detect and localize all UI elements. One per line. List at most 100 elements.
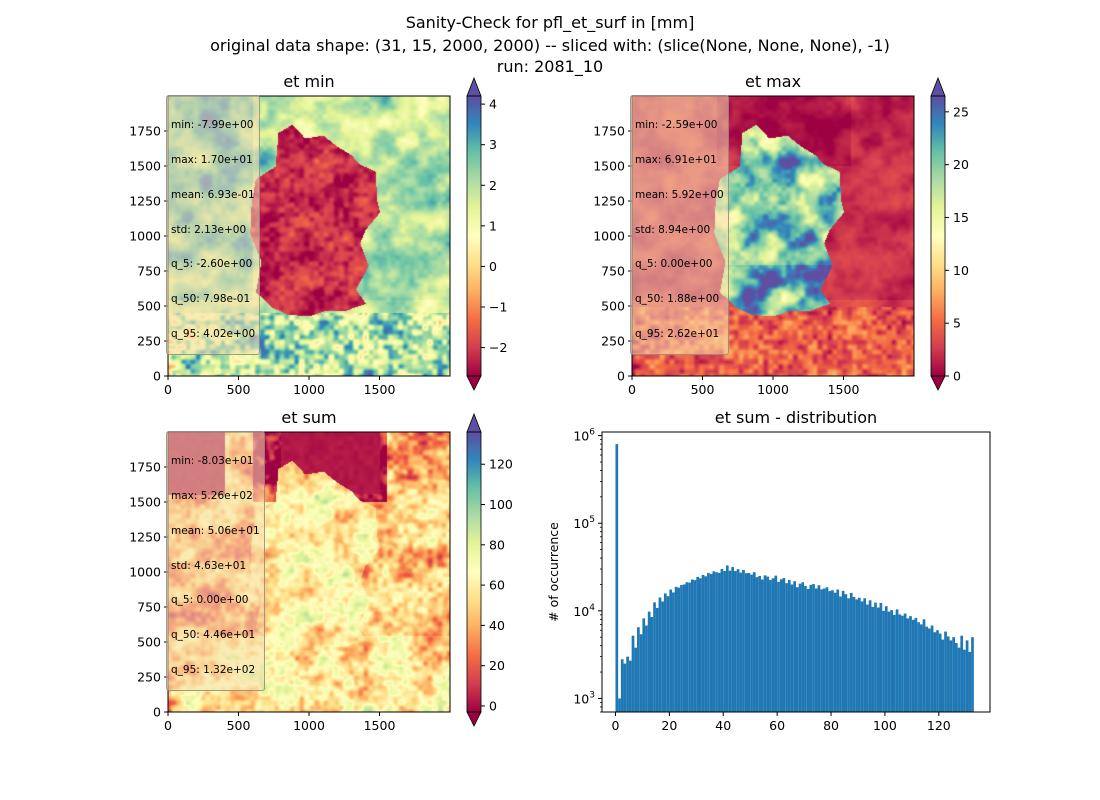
colorbar-tick-label: 2 [489, 178, 497, 193]
histogram-bar [680, 585, 683, 712]
stat-mean: mean: 5.92e+00 [635, 188, 724, 201]
histogram-bar [642, 618, 646, 712]
histogram-bar [944, 631, 947, 712]
colorbar-frame [466, 431, 482, 713]
histogram-bar [747, 573, 751, 712]
x-tick-label: 0 [628, 382, 636, 397]
histogram-bar [790, 584, 794, 712]
histogram-bar [750, 574, 753, 712]
histogram-bar [930, 625, 934, 712]
x-tick-label: 0 [164, 718, 172, 733]
figure-title-line-2: original data shape: (31, 15, 2000, 2000… [210, 36, 890, 55]
y-tick-label: 0 [617, 369, 625, 384]
histogram-bar [957, 647, 961, 712]
histogram-bar [704, 576, 708, 712]
y-tick-label: 1750 [129, 460, 161, 475]
colorbar-frame [466, 95, 482, 377]
histogram-bar [787, 579, 791, 712]
y-tick-label: 1000 [593, 229, 625, 244]
y-tick-label: 105 [573, 515, 595, 531]
x-tick-label: 500 [691, 382, 715, 397]
colorbar-tick-label: 15 [953, 210, 969, 225]
stats-box-et-min: min: -7.99e+00 max: 1.70e+01 mean: 6.93e… [166, 95, 261, 356]
histogram-bar [685, 582, 689, 712]
histogram-bar [906, 618, 910, 712]
histogram-bar [901, 615, 904, 712]
colorbar-et-min [467, 96, 481, 376]
colorbar-frame [930, 95, 946, 377]
x-tick-label: 1000 [293, 382, 325, 397]
stats-box-et-sum: min: -8.03e+01 max: 5.26e+02 mean: 5.06e… [166, 431, 265, 692]
histogram-bar [739, 572, 743, 712]
histogram-bar [744, 573, 748, 712]
histogram-bar [728, 570, 732, 712]
colorbar-et-max [931, 96, 945, 376]
histogram-bar [758, 575, 761, 712]
histogram-bar [639, 634, 643, 712]
stat-max: max: 5.26e+02 [171, 489, 253, 502]
histogram-bar [666, 596, 670, 712]
histogram-bar [715, 572, 718, 712]
colorbar-extend-max [930, 76, 946, 97]
stat-q50: q_50: 1.88e+00 [635, 293, 720, 306]
y-tick-label: 1250 [593, 194, 625, 209]
histogram-bar [876, 607, 880, 712]
histogram-bar [960, 635, 964, 712]
histogram-bar [893, 614, 896, 712]
colorbar-extend-max [466, 412, 482, 433]
histogram-bar [946, 636, 950, 712]
histogram-bar [833, 592, 837, 712]
stat-q50: q_50: 7.98e-01 [171, 293, 251, 306]
colorbar-tick-label: 1 [489, 218, 497, 233]
x-tick-label: 500 [227, 382, 251, 397]
x-tick-label: 500 [227, 718, 251, 733]
histogram-bar [628, 660, 632, 712]
histogram-bar [736, 569, 740, 712]
y-tick-label: 0 [153, 705, 161, 720]
axes-frame-histogram [601, 431, 991, 713]
colorbar-tick-label: 100 [489, 497, 513, 512]
y-tick-label: 1500 [129, 495, 161, 510]
histogram-bar [809, 584, 813, 712]
histogram-bar [925, 626, 929, 712]
colorbar-tick-label: −2 [489, 340, 507, 355]
x-tick-label: 1500 [364, 718, 396, 733]
histogram-bar [938, 633, 942, 712]
histogram-bar [914, 617, 918, 712]
y-tick-label: 106 [573, 428, 595, 444]
x-tick-label: 80 [823, 718, 839, 733]
stat-mean: mean: 5.06e+01 [171, 524, 260, 537]
histogram-bar [769, 579, 772, 712]
histogram-bar [814, 588, 818, 712]
histogram-bar [817, 585, 821, 712]
stat-q5: q_5: -2.60e+00 [171, 258, 253, 271]
y-tick-label: 1250 [129, 530, 161, 545]
histogram-bar [911, 619, 915, 712]
histogram-bar [936, 630, 939, 712]
histogram-bar [971, 637, 974, 712]
histogram-bar [779, 579, 783, 712]
stat-q95: q_95: 4.02e+00 [171, 327, 256, 340]
y-tick-label: 250 [137, 670, 161, 685]
histogram-bar [895, 609, 899, 712]
colorbar-extend-min [466, 711, 482, 727]
histogram-bar [804, 586, 807, 712]
colorbar-extend-min [930, 375, 946, 391]
histogram-bar [623, 663, 627, 712]
histogram-bar [841, 590, 845, 712]
histogram-bar [634, 647, 638, 712]
histogram-bar [822, 588, 826, 712]
histogram-bar [731, 567, 735, 712]
y-axis-label: # of occurrence [546, 522, 561, 622]
histogram-bar [796, 587, 799, 712]
histogram-bar [720, 568, 724, 712]
histogram-bar [849, 592, 853, 712]
y-tick-label: 1000 [129, 565, 161, 580]
histogram-bar [812, 584, 815, 712]
stat-q50: q_50: 4.46e+01 [171, 629, 256, 642]
histogram-bar [863, 598, 867, 712]
x-tick-label: 40 [715, 718, 731, 733]
histogram-bar [669, 589, 673, 712]
histogram-bar [917, 622, 920, 712]
histogram-bar [620, 659, 624, 712]
